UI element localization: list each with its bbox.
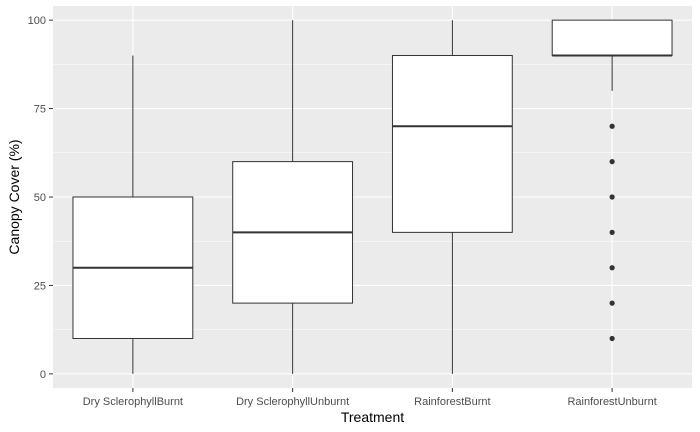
y-tick-label: 100 [28, 15, 46, 27]
y-tick-label: 25 [34, 280, 46, 292]
x-axis: Dry SclerophyllBurnt Dry SclerophyllUnbur… [83, 388, 657, 408]
box-3 [391, 20, 513, 374]
x-axis-title: Treatment [341, 409, 404, 425]
y-axis: 0 25 50 75 100 [28, 15, 53, 381]
boxes [72, 19, 673, 374]
y-tick-label: 75 [34, 104, 46, 116]
outlier-point [609, 229, 615, 235]
box-iqr [551, 19, 673, 57]
box-1 [72, 55, 194, 374]
box-4 [551, 19, 673, 342]
y-tick-label: 0 [40, 369, 46, 381]
x-tick-label: Dry SclerophyllBurnt [83, 396, 183, 408]
outlier-point [609, 300, 615, 306]
y-axis-title: Canopy Cover (%) [6, 139, 22, 254]
x-tick-label: Dry SclerophyllUnburnt [236, 396, 349, 408]
outlier-point [609, 335, 615, 342]
box-2 [232, 20, 354, 374]
outlier-point [609, 159, 615, 165]
outlier-point [609, 194, 615, 200]
outlier-point [609, 123, 615, 129]
x-tick-label: RainforestUnburnt [567, 396, 656, 408]
outlier-point [609, 265, 615, 271]
x-tick-label: RainforestBurnt [414, 396, 490, 408]
box-iqr [391, 55, 513, 233]
y-tick-label: 50 [34, 192, 46, 204]
